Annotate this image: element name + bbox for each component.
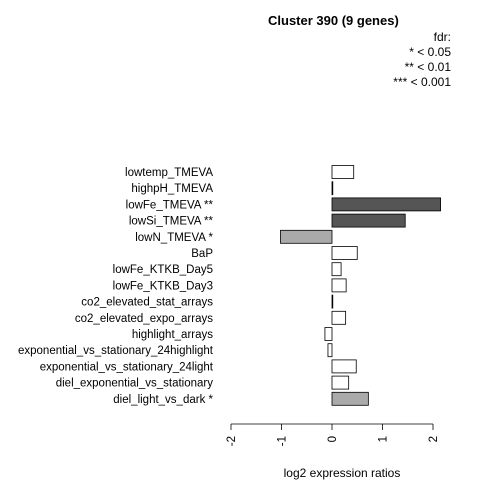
bar-14 [331, 391, 369, 406]
bar-1 [331, 181, 334, 196]
category-label-11: exponential_vs_stationary_24highlight [18, 345, 214, 357]
bar-12 [331, 359, 357, 374]
category-label-0: lowtemp_TMEVA [125, 167, 213, 179]
x-tick-label-2: 0 [327, 436, 339, 442]
fdr-legend: fdr: * < 0.05 ** < 0.01 *** < 0.001 [393, 30, 451, 90]
legend-item-3: *** < 0.001 [393, 75, 451, 89]
bar-11 [327, 343, 333, 358]
x-tick-label-1: -1 [277, 436, 289, 446]
category-label-5: BaP [191, 248, 213, 260]
bar-6 [331, 262, 342, 277]
bar-3 [331, 213, 406, 228]
legend-item-2: ** < 0.01 [404, 60, 451, 74]
category-label-1: highpH_TMEVA [131, 183, 213, 195]
bar-8 [331, 294, 334, 309]
x-axis-label: log2 expression ratios [0, 466, 480, 480]
category-label-12: exponential_vs_stationary_24light [40, 361, 214, 373]
category-label-7: lowFe_KTKB_Day3 [113, 280, 213, 292]
bar-5 [331, 246, 358, 260]
bar-7 [331, 278, 347, 293]
category-label-13: diel_exponential_vs_stationary [56, 378, 214, 390]
category-label-3: lowSi_TMEVA ** [129, 216, 214, 228]
category-label-9: co2_elevated_expo_arrays [75, 313, 213, 325]
category-label-14: diel_light_vs_dark * [113, 394, 213, 406]
category-label-6: lowFe_KTKB_Day5 [113, 264, 213, 276]
legend-heading: fdr: [433, 30, 451, 44]
bar-2 [331, 197, 441, 212]
chart-title: Cluster 390 (9 genes) [268, 13, 399, 28]
category-label-4: lowN_TMEVA * [135, 232, 213, 244]
bar-4 [280, 229, 333, 244]
category-label-10: highlight_arrays [132, 329, 213, 341]
x-tick-label-4: 2 [428, 436, 440, 442]
bar-10 [324, 327, 333, 341]
x-tick-label-3: 1 [378, 436, 390, 442]
x-tick-label-0: -2 [226, 436, 238, 446]
legend-item-1: * < 0.05 [409, 45, 451, 59]
bar-9 [331, 310, 347, 325]
bar-13 [331, 375, 350, 390]
category-label-8: co2_elevated_stat_arrays [81, 297, 213, 309]
x-axis-label-text: log2 expression ratios [283, 466, 401, 480]
category-label-2: lowFe_TMEVA ** [126, 199, 214, 211]
bar-0 [331, 165, 355, 179]
